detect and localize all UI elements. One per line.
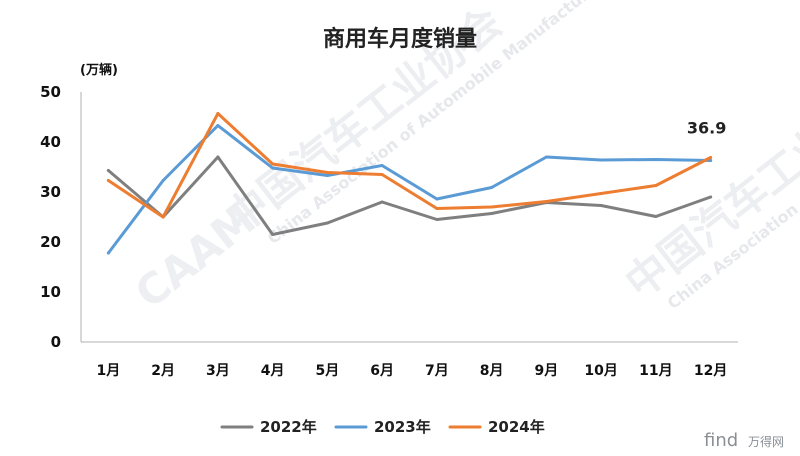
- data-point: [599, 158, 603, 162]
- data-point: [599, 192, 603, 195]
- data-point: [161, 215, 165, 219]
- y-axis-unit: (万辆): [80, 62, 118, 78]
- data-point: [544, 155, 548, 159]
- x-tick-label: 3月: [206, 363, 230, 379]
- data-point: [325, 174, 329, 177]
- series-line: [106, 155, 713, 236]
- data-point: [380, 200, 384, 204]
- data-point: [216, 112, 220, 115]
- legend: 2022年 2023年 2024年: [220, 418, 545, 436]
- data-point: [709, 156, 713, 159]
- data-point: [106, 169, 110, 172]
- data-point: [435, 218, 439, 221]
- x-tick-label: 6月: [370, 363, 394, 379]
- data-point: [709, 159, 713, 162]
- data-point: [161, 179, 165, 182]
- y-tick-label: 40: [40, 133, 61, 151]
- data-point: [106, 179, 110, 182]
- x-tick-label: 11月: [639, 363, 672, 379]
- brand-text: find: [704, 430, 738, 451]
- y-tick-labels: 0 10 20 30 40 50: [40, 83, 61, 351]
- data-point: [325, 221, 329, 225]
- x-tick-label: 9月: [535, 363, 559, 379]
- data-point: [216, 155, 220, 159]
- x-tick-labels: 1月 2月 3月 4月 5月 6月 7月 8月 9月 10月 11月 12月: [97, 363, 728, 379]
- series-line: [106, 112, 713, 219]
- brand-logo: find 万得网: [704, 430, 784, 451]
- x-tick-label: 5月: [316, 363, 340, 379]
- y-tick-label: 20: [40, 233, 61, 251]
- brand-text-cn: 万得网: [748, 434, 784, 449]
- data-point: [544, 200, 548, 203]
- legend-label: 2022年: [260, 418, 317, 436]
- data-point: [709, 195, 713, 199]
- data-point: [271, 233, 275, 236]
- data-point: [106, 251, 110, 255]
- data-point: [271, 162, 275, 166]
- y-tick-label: 10: [40, 283, 61, 301]
- data-point: [490, 186, 494, 189]
- x-tick-label: 4月: [261, 363, 285, 379]
- data-point: [654, 215, 658, 218]
- data-point: [380, 164, 384, 167]
- data-point: [435, 207, 439, 210]
- data-point: [599, 204, 603, 207]
- legend-label: 2024年: [488, 418, 545, 436]
- data-point: [654, 184, 658, 187]
- x-tick-label: 7月: [425, 363, 449, 379]
- x-tick-label: 10月: [584, 363, 617, 379]
- data-point: [435, 197, 439, 201]
- data-point: [654, 158, 658, 161]
- x-tick-label: 12月: [694, 363, 727, 379]
- x-tick-label: 8月: [480, 363, 504, 379]
- watermark-logo: CAAM: [126, 195, 265, 318]
- data-labels: 36.9: [687, 119, 726, 138]
- y-tick-label: 50: [40, 83, 61, 101]
- data-label: 36.9: [687, 119, 726, 138]
- legend-label: 2023年: [374, 418, 431, 436]
- data-point: [325, 171, 329, 174]
- y-tick-label: 0: [51, 333, 61, 351]
- data-point: [216, 124, 220, 127]
- x-tick-label: 1月: [97, 363, 121, 379]
- chart-title: 商用车月度销量: [323, 26, 477, 52]
- data-point: [490, 212, 494, 215]
- data-point: [490, 205, 494, 209]
- y-tick-label: 30: [40, 183, 61, 201]
- data-point: [380, 173, 384, 176]
- series-lines: [106, 112, 713, 255]
- data-point: [271, 166, 275, 170]
- x-tick-label: 2月: [151, 363, 175, 379]
- series-line: [106, 124, 713, 255]
